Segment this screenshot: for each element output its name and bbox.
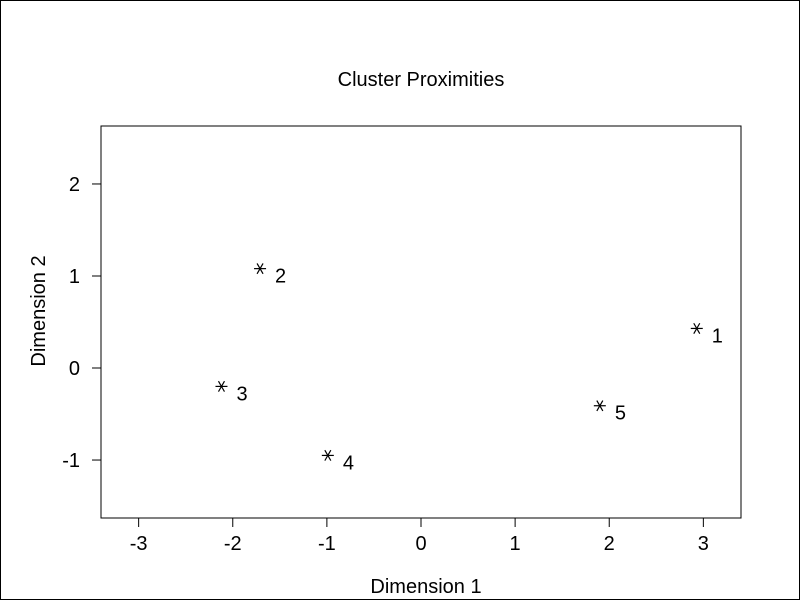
x-axis-label: Dimension 1 (370, 576, 481, 598)
y-tick-label: -1 (62, 450, 80, 472)
y-tick-label: 2 (69, 174, 80, 196)
asterisk-marker (217, 380, 225, 392)
x-tick-label: -1 (318, 533, 336, 555)
x-tick-label: 2 (604, 533, 615, 555)
chart-title: Cluster Proximities (338, 69, 505, 91)
x-tick-label: 0 (415, 533, 426, 555)
data-points: 1 2 3 4 5 (215, 263, 723, 474)
x-axis: -3 -2 -1 0 1 2 3 (130, 518, 709, 555)
x-tick-label: -2 (224, 533, 242, 555)
point-label: 5 (615, 403, 626, 425)
x-tick-label: -3 (130, 533, 148, 555)
y-tick-label: 0 (69, 358, 80, 380)
asterisk-marker (693, 322, 701, 334)
point-label: 2 (275, 266, 286, 288)
asterisk-marker (256, 263, 264, 275)
x-tick-label: 1 (510, 533, 521, 555)
y-axis: -1 0 1 2 (62, 174, 101, 472)
data-point: 2 (254, 263, 286, 288)
data-point: 3 (215, 380, 248, 405)
plot-area (100, 125, 742, 519)
y-axis-label: Dimension 2 (28, 255, 50, 366)
point-label: 4 (343, 452, 354, 474)
point-label: 3 (236, 383, 247, 405)
asterisk-marker (596, 400, 604, 412)
data-point: 1 (690, 322, 723, 347)
data-point: 5 (593, 400, 626, 425)
asterisk-marker (324, 449, 332, 461)
data-point: 4 (321, 449, 354, 474)
point-label: 1 (712, 325, 723, 347)
x-tick-label: 3 (698, 533, 709, 555)
y-tick-label: 1 (69, 266, 80, 288)
